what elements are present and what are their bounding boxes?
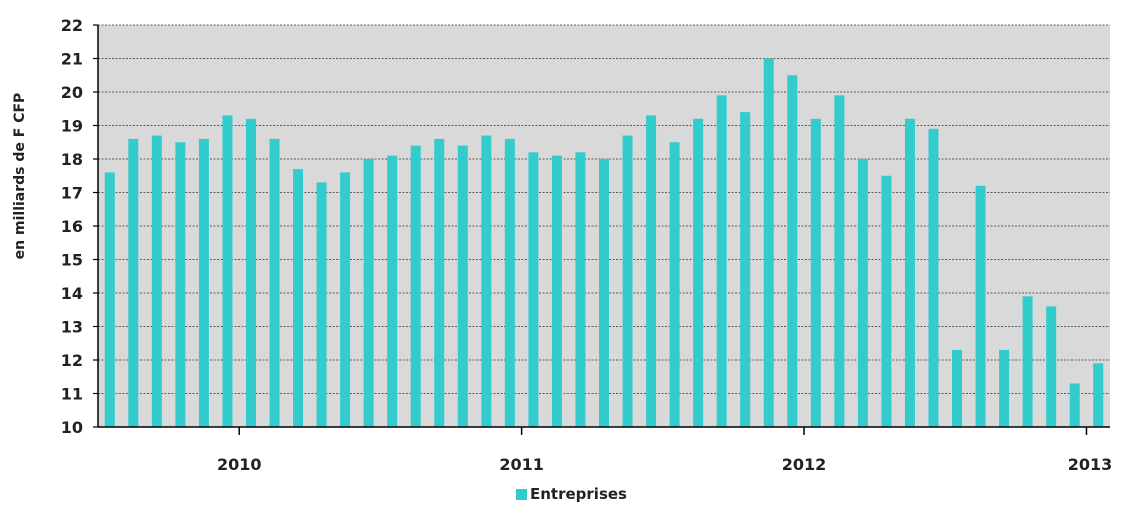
bar xyxy=(175,142,186,427)
bar xyxy=(151,135,162,428)
bar xyxy=(952,349,963,427)
bar xyxy=(716,95,727,427)
bar xyxy=(693,118,704,428)
bar xyxy=(1093,363,1104,427)
bar xyxy=(575,152,586,428)
x-tick-label: 2013 xyxy=(1068,455,1113,474)
y-tick-label: 11 xyxy=(61,385,83,404)
bar xyxy=(551,155,562,427)
bar xyxy=(269,138,280,427)
bar xyxy=(198,138,209,427)
bar xyxy=(928,128,939,427)
bar xyxy=(857,159,868,427)
y-tick-label: 15 xyxy=(61,251,83,270)
legend-label: Entreprises xyxy=(530,485,627,503)
bar xyxy=(1069,383,1080,427)
y-tick-label: 14 xyxy=(61,284,83,303)
bar xyxy=(622,135,633,428)
y-tick-label: 13 xyxy=(61,318,83,337)
x-tick-label: 2012 xyxy=(782,455,827,474)
y-tick-label: 17 xyxy=(61,184,83,203)
bar xyxy=(316,182,327,427)
bar xyxy=(999,349,1010,427)
bar xyxy=(340,172,351,427)
bar xyxy=(410,145,421,427)
bar xyxy=(881,175,892,427)
bar xyxy=(387,155,398,427)
bar xyxy=(975,185,986,427)
bar xyxy=(904,118,915,428)
bar xyxy=(599,159,609,427)
y-tick-label: 10 xyxy=(61,418,83,437)
x-axis: 2010 2011 2012 2013 xyxy=(93,24,1113,474)
y-tick-label: 12 xyxy=(61,351,83,370)
bar xyxy=(1046,306,1057,427)
y-axis-title: en milliards de F CFP xyxy=(12,93,28,260)
legend: Entreprises xyxy=(516,485,627,503)
bar xyxy=(222,115,233,427)
bar xyxy=(457,145,468,427)
bars-group xyxy=(104,58,1104,428)
bar xyxy=(834,95,845,427)
bar xyxy=(504,138,515,427)
bar xyxy=(128,138,139,427)
bar xyxy=(646,115,657,427)
y-tick-label: 21 xyxy=(61,50,83,69)
bar xyxy=(763,58,774,427)
bar xyxy=(245,118,256,428)
bar xyxy=(104,172,115,427)
y-tick-label: 18 xyxy=(61,150,83,169)
bar xyxy=(363,159,374,427)
legend-swatch xyxy=(516,489,527,500)
bar xyxy=(434,138,445,427)
y-axis-ticks: 10 11 12 13 14 15 16 17 18 19 20 21 22 xyxy=(61,16,83,437)
x-tick-label: 2010 xyxy=(217,455,262,474)
y-tick-label: 16 xyxy=(61,217,83,236)
bar xyxy=(481,135,492,428)
bar xyxy=(810,118,821,428)
y-tick-label: 20 xyxy=(61,83,83,102)
bar xyxy=(787,75,798,427)
bar xyxy=(293,169,304,428)
bar xyxy=(740,112,751,427)
bar xyxy=(528,152,539,428)
bar xyxy=(669,142,680,427)
y-tick-label: 19 xyxy=(61,117,83,136)
bar xyxy=(1022,296,1033,427)
y-tick-label: 22 xyxy=(61,16,83,35)
x-tick-label: 2011 xyxy=(499,455,544,474)
